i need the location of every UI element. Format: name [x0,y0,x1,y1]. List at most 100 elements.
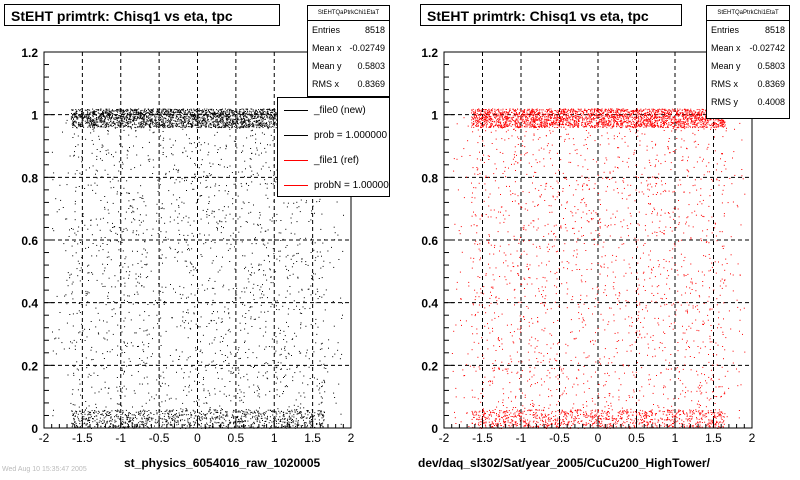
data-point [245,425,246,427]
data-point [81,323,83,325]
data-point [141,421,142,423]
data-point [111,410,113,412]
data-point [143,109,145,111]
data-point [165,156,167,158]
data-point [139,426,141,428]
data-point [193,110,195,112]
data-point [238,119,240,121]
data-point [133,390,135,392]
data-point [194,412,196,414]
data-point [137,424,138,426]
data-point [181,351,183,353]
data-point [134,110,136,112]
data-point [251,115,253,117]
data-point [261,415,263,417]
data-point [108,108,110,110]
data-point [167,108,169,110]
data-point [255,409,257,411]
data-point [180,115,182,117]
data-point [270,112,271,114]
data-point [145,402,147,404]
data-point [253,294,254,296]
data-point [176,199,178,201]
data-point [275,367,277,369]
data-point [81,125,83,127]
data-point [82,113,84,115]
data-point [293,416,295,418]
data-point [183,424,185,426]
data-point [272,109,273,111]
data-point [154,125,156,127]
data-point [130,121,132,123]
data-point [169,246,171,248]
data-point [80,242,81,243]
data-point [80,124,82,125]
data-point [206,423,208,425]
data-point [114,275,116,277]
data-point [228,370,230,372]
data-point [259,120,260,121]
data-point [150,424,152,426]
data-point [314,259,316,261]
data-point [243,120,245,122]
data-point [250,111,252,113]
data-point [241,118,243,120]
data-point [200,254,202,256]
data-point [116,403,118,405]
data-point [279,419,281,421]
data-point [237,123,238,124]
data-point [144,108,146,110]
data-point [301,289,303,291]
data-point [85,423,87,425]
data-point [195,368,197,370]
data-point [211,118,213,120]
data-point [173,113,175,115]
data-point [261,132,263,134]
data-point [171,124,173,126]
data-point [213,216,215,218]
data-point [307,410,309,412]
data-point [130,420,131,422]
data-point [70,116,72,118]
data-point [274,365,276,367]
data-point [215,322,217,324]
data-point [174,248,176,250]
data-point [183,372,185,374]
data-point [186,118,188,119]
data-point [142,122,144,124]
data-point [291,355,292,356]
data-point [259,113,261,115]
data-point [259,115,261,117]
data-point [163,424,165,426]
data-point [219,341,221,343]
data-point [274,114,275,115]
data-point [183,322,185,324]
data-point [90,375,92,376]
data-point [138,275,140,277]
data-point [219,164,221,166]
data-point [96,121,98,123]
data-point [310,294,312,296]
data-point [119,386,121,388]
data-point [144,240,146,242]
data-point [156,110,158,112]
data-point [99,417,101,419]
data-point [271,303,273,305]
data-point [230,353,232,355]
data-point [71,410,73,412]
data-point [244,120,246,122]
data-point [289,418,291,420]
data-point [231,110,233,112]
data-point [74,348,76,350]
data-point [299,412,301,414]
data-point [140,114,142,116]
data-point [151,119,153,121]
data-point [221,109,223,111]
data-point [114,116,116,118]
data-point [121,161,123,163]
data-point [152,159,154,161]
data-point [190,123,192,125]
data-point [235,111,237,113]
data-point [94,365,96,367]
data-point [256,147,258,149]
